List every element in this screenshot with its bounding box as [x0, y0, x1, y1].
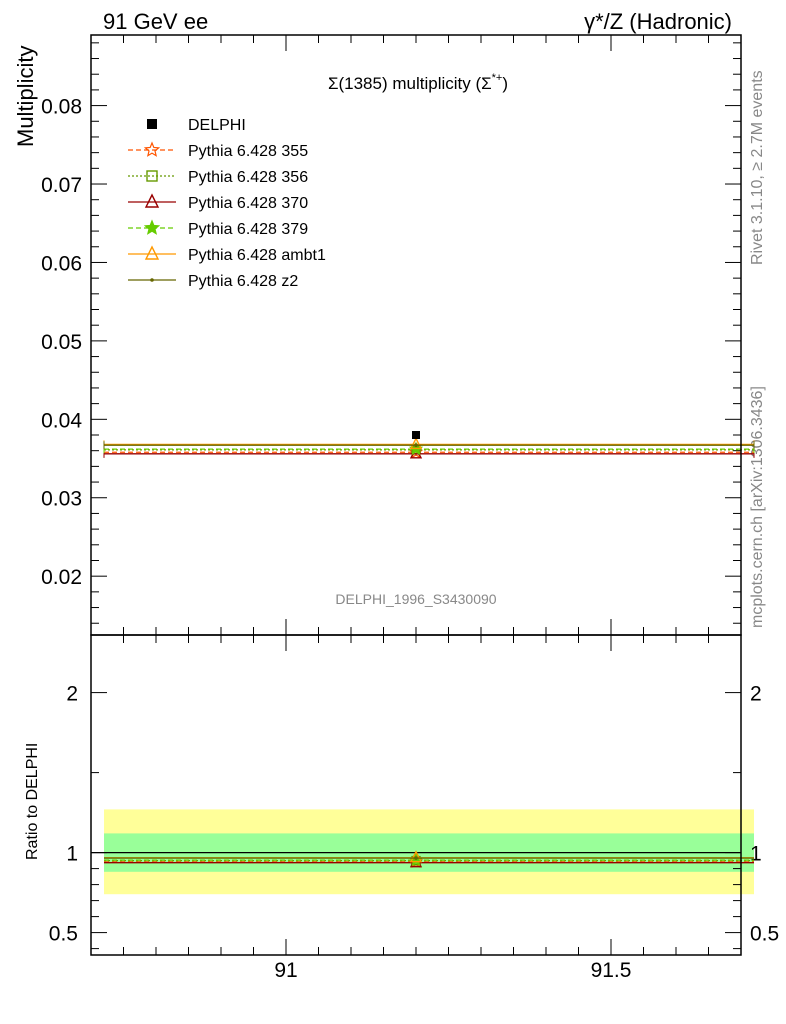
y-tick-label: 0.07	[41, 174, 82, 197]
ratio-y-tick-label: 1	[66, 843, 78, 866]
ratio-plot-frame	[90, 634, 742, 956]
x-tick-label: 91	[274, 959, 297, 982]
legend-marker	[150, 278, 154, 282]
legend-marker	[143, 219, 161, 235]
ratio-series-marker	[414, 856, 418, 860]
y-tick-label: 0.03	[41, 488, 82, 511]
ratio-y-tick-label-right: 1	[750, 843, 762, 866]
legend-marker	[143, 141, 161, 157]
chart-title: Σ(1385) multiplicity (Σ*+)	[328, 72, 508, 93]
legend-marker	[147, 119, 157, 129]
rivet-version-label: Rivet 3.1.10, ≥ 2.7M events	[749, 70, 766, 265]
x-axis-tick-labels: 91 91.5	[274, 959, 631, 982]
y-tick-label: 0.08	[41, 96, 82, 119]
ratio-y-tick-label: 0.5	[49, 923, 78, 946]
ratio-y-tick-label: 2	[66, 683, 78, 706]
ratio-series-group	[104, 850, 754, 868]
y-tick-label: 0.02	[41, 566, 82, 589]
legend-label: Pythia 6.428 355	[188, 143, 308, 160]
main-axis-ticks: 0.02 0.03 0.04 0.05 0.06 0.07 0.08	[41, 35, 741, 635]
ratio-y-tick-label-right: 0.5	[750, 923, 779, 946]
series-marker	[414, 443, 418, 447]
ratio-y-tick-label-right: 2	[750, 683, 762, 706]
ratio-bands	[91, 809, 754, 895]
mcplots-label: mcplots.cern.ch [arXiv:1306.3436]	[749, 386, 766, 628]
ratio-y-axis-label: Ratio to DELPHI	[24, 743, 41, 860]
legend-marker	[146, 170, 158, 182]
legend-label: Pythia 6.428 370	[188, 195, 308, 212]
header-right: γ*/Z (Hadronic)	[584, 9, 732, 34]
data-point-marker	[412, 431, 420, 439]
legend-label: DELPHI	[188, 117, 246, 134]
y-axis-label: Multiplicity	[13, 46, 38, 147]
legend: DELPHI Pythia 6.428 355 Pythia 6.428 356 Py…	[128, 117, 326, 290]
y-tick-label: 0.05	[41, 331, 82, 354]
legend-label: Pythia 6.428 379	[188, 221, 308, 238]
x-tick-label: 91.5	[591, 959, 632, 982]
series-marker	[409, 436, 423, 450]
chart-title-sup: *+	[492, 72, 503, 84]
analysis-id-label: DELPHI_1996_S3430090	[335, 591, 496, 607]
legend-marker	[144, 245, 160, 260]
ratio-axis-ticks: 0.5 0.5 1 1 2 2	[49, 635, 779, 955]
y-tick-label: 0.06	[41, 252, 82, 275]
main-plot-panel: 0.02 0.03 0.04 0.05 0.06 0.07 0.08 Σ(1385) mul…	[13, 34, 755, 636]
legend-marker	[144, 193, 160, 208]
legend-label: Pythia 6.428 ambt1	[188, 247, 326, 264]
chart-title-main: Σ(1385) multiplicity (Σ	[328, 74, 492, 93]
main-series-group	[103, 431, 755, 459]
legend-label: Pythia 6.428 356	[188, 169, 308, 186]
legend-label: Pythia 6.428 z2	[188, 273, 298, 290]
chart-title-close: )	[502, 74, 508, 93]
ratio-series-marker	[409, 850, 423, 863]
header-left: 91 GeV ee	[103, 9, 208, 34]
ratio-plot-panel: 0.5 0.5 1 1 2 2 Ratio to DELPHI	[24, 634, 779, 956]
y-tick-label: 0.04	[41, 409, 82, 432]
